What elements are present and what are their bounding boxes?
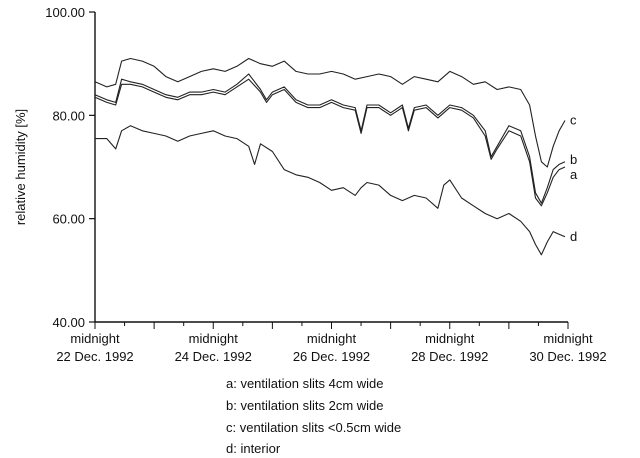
series-line-d: [95, 125, 566, 256]
x-tick-label: midnight: [189, 331, 239, 346]
x-tick-label: 28 Dec. 1992: [411, 349, 488, 364]
x-tick-label: 30 Dec. 1992: [529, 349, 606, 364]
series-line-b: [94, 73, 566, 204]
x-tick-label: midnight: [543, 331, 593, 346]
series-layer: [94, 57, 566, 256]
series-end-label-b: b: [570, 152, 577, 167]
x-tick-label: midnight: [307, 331, 357, 346]
axes: [94, 12, 568, 323]
legend-item-c: c: ventilation slits <0.5cm wide: [226, 420, 402, 435]
legend-item-d: d: interior: [226, 441, 281, 456]
y-tick-label: 40.00: [52, 315, 85, 330]
series-end-label-a: a: [570, 167, 578, 182]
y-axis-label: relative humidity [%]: [13, 109, 28, 225]
series-end-label-d: d: [570, 229, 577, 244]
y-ticks: 40.00 60.00 80.00 100.00: [45, 5, 95, 330]
x-tick-label: 22 Dec. 1992: [56, 349, 133, 364]
series-line-c: [94, 57, 566, 168]
x-tick-label: 24 Dec. 1992: [175, 349, 252, 364]
x-tick-label: 26 Dec. 1992: [293, 349, 370, 364]
x-tick-label: midnight: [70, 331, 120, 346]
series-end-label-c: c: [570, 113, 577, 128]
legend-item-b: b: ventilation slits 2cm wide: [226, 398, 384, 413]
y-tick-label: 80.00: [52, 108, 85, 123]
legend-item-a: a: ventilation slits 4cm wide: [226, 376, 384, 391]
y-tick-label: 100.00: [45, 5, 85, 20]
x-tick-label: midnight: [425, 331, 475, 346]
x-ticks: midnight 22 Dec. 1992 midnight 24 Dec. 1992…: [56, 322, 607, 364]
end-labels: c ba d: [570, 113, 578, 244]
series-line-a: [94, 78, 566, 207]
y-tick-label: 60.00: [52, 212, 85, 227]
